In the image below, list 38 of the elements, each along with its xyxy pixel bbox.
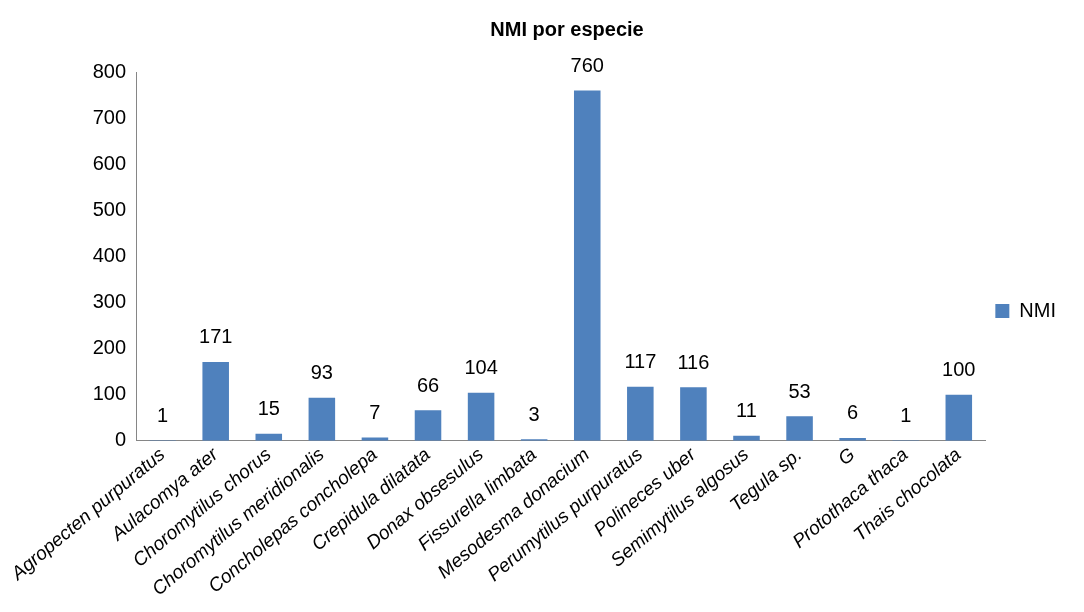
data-label: 117 xyxy=(624,350,657,373)
data-label: 100 xyxy=(942,358,976,381)
x-tick-label: G xyxy=(833,443,859,470)
data-label: 171 xyxy=(199,325,233,348)
bar xyxy=(414,410,442,441)
y-tick-label: 700 xyxy=(92,105,127,128)
data-label: 66 xyxy=(416,373,440,396)
y-tick-label: 100 xyxy=(92,382,127,405)
data-label: 93 xyxy=(310,361,333,384)
bar xyxy=(786,416,813,441)
bar xyxy=(680,387,707,441)
bar xyxy=(202,361,229,441)
data-label: 15 xyxy=(257,397,280,420)
chart-title: NMI por especie xyxy=(490,17,644,40)
data-label: 760 xyxy=(570,53,604,76)
bar xyxy=(308,397,336,441)
y-tick-label: 500 xyxy=(92,197,127,220)
y-tick-label: 800 xyxy=(92,59,127,82)
data-label: 104 xyxy=(464,356,498,379)
y-tick-label: 600 xyxy=(92,151,127,174)
legend-label: NMI xyxy=(1019,298,1057,321)
data-label: 116 xyxy=(677,350,710,373)
y-tick-label: 200 xyxy=(92,336,127,359)
y-tick-label: 0 xyxy=(114,428,127,451)
y-tick-label: 300 xyxy=(92,289,127,312)
bar xyxy=(627,386,654,441)
bar xyxy=(573,90,601,441)
data-label: 7 xyxy=(369,401,381,424)
bar xyxy=(945,394,973,441)
data-label: 53 xyxy=(788,379,811,402)
bar xyxy=(467,392,495,441)
y-tick-label: 400 xyxy=(92,243,127,266)
bar xyxy=(361,437,389,441)
data-label: 6 xyxy=(847,401,859,424)
data-label: 1 xyxy=(900,403,912,426)
data-label: 11 xyxy=(736,399,757,422)
data-label: 3 xyxy=(528,402,540,425)
data-label: 1 xyxy=(157,403,169,426)
